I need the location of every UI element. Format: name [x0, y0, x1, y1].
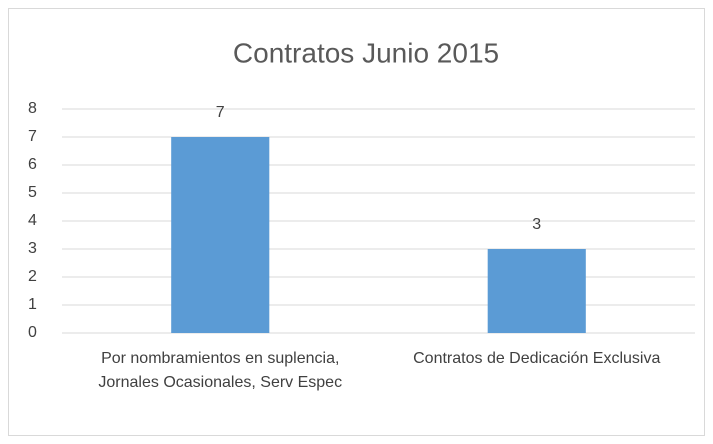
y-tick-label: 8	[28, 100, 37, 117]
data-label: 7	[216, 104, 225, 121]
x-tick-label-box: Por nombramientos en suplencia, Jornales…	[98, 350, 343, 391]
y-tick-label: 0	[28, 324, 37, 341]
x-tick-label: Contratos de Dedicación Exclusiva	[413, 350, 661, 367]
x-tick-label: Por nombramientos en suplencia, Jornales…	[98, 350, 343, 391]
bar	[487, 249, 586, 333]
y-tick-label: 7	[28, 128, 37, 145]
y-tick-label: 2	[28, 268, 37, 285]
y-tick-label: 3	[28, 240, 37, 257]
chart-border	[8, 8, 705, 436]
x-tick-label-box: Contratos de Dedicación Exclusiva	[413, 350, 661, 367]
y-tick-label: 6	[28, 156, 37, 173]
y-tick-label: 1	[28, 296, 37, 313]
y-tick-label: 5	[28, 184, 37, 201]
chart-title: Contratos Junio 2015	[233, 37, 499, 68]
y-tick-label: 4	[28, 212, 37, 229]
data-label: 3	[532, 216, 541, 233]
bar	[171, 137, 270, 333]
